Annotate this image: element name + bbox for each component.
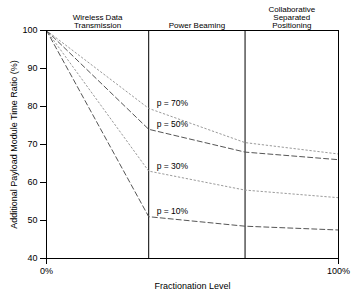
svg-text:Power Beaming: Power Beaming [169,21,225,30]
svg-text:Wireless DataTransmission: Wireless DataTransmission [73,13,123,30]
svg-text:0%: 0% [40,266,53,276]
svg-text:50: 50 [27,215,37,225]
svg-text:90: 90 [27,63,37,73]
svg-text:CollaborativeSeparatedPosition: CollaborativeSeparatedPositioning [268,5,315,30]
svg-text:100%: 100% [327,266,350,276]
svg-text:p = 70%: p = 70% [157,98,189,108]
svg-text:70: 70 [27,139,37,149]
svg-text:p = 50%: p = 50% [157,119,189,129]
svg-text:p = 30%: p = 30% [157,161,189,171]
svg-text:80: 80 [27,101,37,111]
svg-text:40: 40 [27,253,37,263]
svg-text:100: 100 [22,25,37,35]
svg-text:Additional Payload Module Time: Additional Payload Module Time Ratio (%) [9,60,19,229]
svg-text:Fractionation Level: Fractionation Level [154,281,230,291]
svg-text:60: 60 [27,177,37,187]
svg-text:p = 10%: p = 10% [157,206,189,216]
